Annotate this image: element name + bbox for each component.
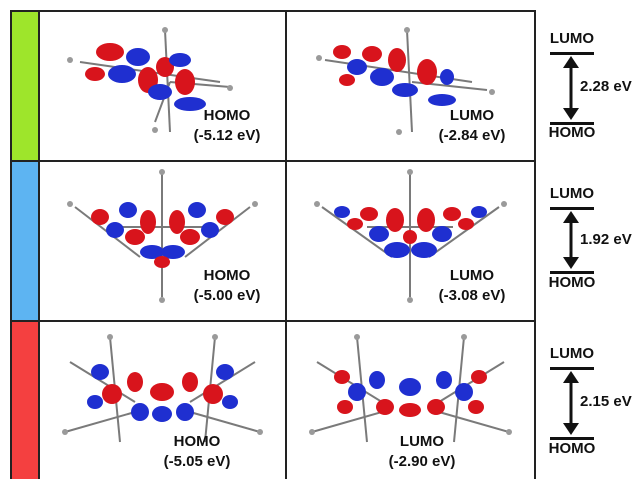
row-1-lumo-cell: LUMO (-2.84 eV)	[287, 12, 534, 160]
row-1-homo-orbital-image	[67, 27, 233, 133]
row-divider-1	[10, 160, 536, 162]
row-1-lumo-level	[550, 52, 594, 55]
row-3-homo-title: HOMO	[173, 433, 221, 450]
row-2-lumo-orbital-image	[314, 169, 507, 303]
row-1-homo-title: HOMO	[203, 107, 251, 124]
row-1-lumo-orbital-image	[316, 27, 495, 135]
row-3-lumo-cell: LUMO (-2.90 eV)	[287, 322, 534, 479]
row-1-homo-level	[550, 122, 594, 125]
figure-frame	[10, 10, 536, 479]
color-column-divider	[38, 10, 40, 479]
row-1-gap-arrow-icon	[563, 56, 579, 120]
row-1-homo-cell: HOMO (-5.12 eV)	[40, 12, 285, 160]
row-2-diagram-lumo-label: LUMO	[549, 185, 595, 202]
row-2-gap-arrow-icon	[563, 211, 579, 269]
row-3-homo-label: HOMO (-5.05 eV)	[142, 432, 252, 472]
row-3-homo-level	[550, 437, 594, 440]
row-2-lumo-energy: (-3.08 eV)	[438, 287, 506, 304]
row-2-color-bar	[12, 162, 38, 320]
row-3-energy-diagram: LUMO 2.15 eV HOMO	[540, 345, 636, 460]
row-1-gap-value: 2.28 eV	[580, 78, 632, 95]
row-3-gap-arrow-icon	[563, 371, 579, 435]
row-1-diagram-lumo-label: LUMO	[549, 30, 595, 47]
row-3-diagram-lumo-label: LUMO	[549, 345, 595, 362]
row-2-homo-cell: HOMO (-5.00 eV)	[40, 162, 285, 320]
row-3-lumo-orbital-image	[309, 334, 512, 443]
row-3-lumo-label: LUMO (-2.90 eV)	[367, 432, 477, 472]
row-2-homo-energy: (-5.00 eV)	[193, 287, 261, 304]
homo-lumo-divider	[285, 10, 287, 479]
row-2-gap-value: 1.92 eV	[580, 231, 632, 248]
row-3-homo-orbital-image	[62, 334, 263, 443]
row-2-lumo-title: LUMO	[449, 267, 495, 284]
row-1-lumo-title: LUMO	[449, 107, 495, 124]
row-2-lumo-level	[550, 207, 594, 210]
row-1-homo-energy: (-5.12 eV)	[193, 127, 261, 144]
row-3-lumo-energy: (-2.90 eV)	[388, 453, 456, 470]
row-3-homo-cell: HOMO (-5.05 eV)	[40, 322, 285, 479]
row-1-energy-diagram: LUMO 2.28 eV HOMO	[540, 30, 636, 141]
row-3-homo-energy: (-5.05 eV)	[163, 453, 231, 470]
row-1-color-bar	[12, 12, 38, 160]
row-2-homo-orbital-image	[67, 169, 258, 303]
row-3-diagram-homo-label: HOMO	[548, 440, 596, 457]
row-2-energy-diagram: LUMO 1.92 eV HOMO	[540, 185, 636, 295]
row-3-lumo-title: LUMO	[399, 433, 445, 450]
row-2-diagram-homo-label: HOMO	[548, 274, 596, 291]
row-1-lumo-label: LUMO (-2.84 eV)	[417, 106, 527, 146]
row-2-homo-level	[550, 271, 594, 274]
row-1-homo-label: HOMO (-5.12 eV)	[172, 106, 282, 146]
row-2-lumo-label: LUMO (-3.08 eV)	[417, 266, 527, 306]
row-2-lumo-cell: LUMO (-3.08 eV)	[287, 162, 534, 320]
row-3-lumo-level	[550, 367, 594, 370]
row-1-lumo-energy: (-2.84 eV)	[438, 127, 506, 144]
row-3-gap-value: 2.15 eV	[580, 393, 632, 410]
row-divider-2	[10, 320, 536, 322]
row-1-diagram-homo-label: HOMO	[548, 124, 596, 141]
row-2-homo-title: HOMO	[203, 267, 251, 284]
row-3-color-bar	[12, 322, 38, 479]
row-2-homo-label: HOMO (-5.00 eV)	[172, 266, 282, 306]
